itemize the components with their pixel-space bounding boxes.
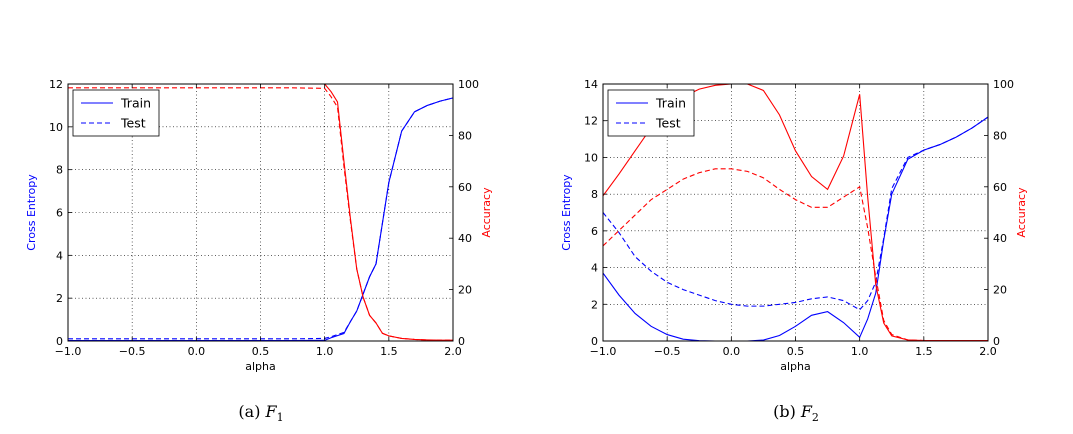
legend-label-test: Test [120,116,146,131]
y-left-tick-label: 6 [591,225,598,238]
y-right-axis-label: Accuracy [1015,187,1028,238]
x-tick-label: 0.5 [252,345,270,358]
y-left-tick-label: 4 [591,262,598,275]
accuracy-test-line [68,87,453,341]
x-axis-label: alpha [780,360,811,373]
y-left-tick-label: 12 [584,115,598,128]
y-left-tick-label: 4 [56,249,63,262]
y-right-tick-label: 100 [993,78,1014,91]
x-tick-label: 1.0 [316,345,334,358]
x-tick-label: −0.5 [654,345,681,358]
accuracy-test-line [603,168,988,341]
cross-entropy-test-line [68,97,453,340]
y-left-tick-label: 8 [591,188,598,201]
y-left-tick-label: 10 [49,121,63,134]
y-left-tick-label: 8 [56,164,63,177]
legend-label-test: Test [655,116,681,131]
x-tick-label: −0.5 [119,345,146,358]
caption-symbol: F [800,402,813,421]
panel-caption: (a) F1 [238,402,283,424]
y-right-tick-label: 20 [458,284,472,297]
y-right-axis-label: Accuracy [480,187,493,238]
caption-prefix: (a) [238,402,260,421]
legend: Train Test [607,89,695,137]
y-right-tick-label: 100 [458,78,479,91]
cross-entropy-train-line [603,116,988,341]
y-right-tick-label: 60 [993,181,1007,194]
x-tick-label: −1.0 [590,345,617,358]
y-right-tick-label: 80 [993,129,1007,142]
caption-symbol: F [264,402,277,421]
y-left-tick-label: 14 [584,78,598,91]
x-tick-label: 2.0 [444,345,462,358]
x-tick-label: 0.5 [787,345,805,358]
cross-entropy-test-line [603,116,988,311]
x-tick-label: 1.5 [380,345,398,358]
x-tick-label: 2.0 [979,345,997,358]
y-left-axis-label: Cross Entropy [560,174,573,251]
x-tick-label: 0.0 [723,345,741,358]
caption-subscript: 1 [277,411,284,424]
legend: Train Test [72,89,160,137]
y-right-tick-label: 20 [993,284,1007,297]
panel-caption: (b) F2 [773,402,819,424]
x-tick-label: 0.0 [188,345,206,358]
y-left-tick-label: 0 [56,335,63,348]
y-right-tick-label: 0 [458,335,465,348]
y-left-tick-label: 6 [56,207,63,220]
legend-label-train: Train [655,96,686,111]
y-left-tick-label: 2 [591,298,598,311]
y-right-tick-label: 0 [993,335,1000,348]
caption-subscript: 2 [812,411,819,424]
y-left-tick-label: 0 [591,335,598,348]
y-left-tick-label: 10 [584,151,598,164]
chart-panel-b: −1.0 −0.5 0.0 0.5 1.0 1.5 2.002468101214020406… [560,78,1028,424]
y-left-tick-label: 2 [56,292,63,305]
y-right-tick-label: 60 [458,181,472,194]
y-right-tick-label: 80 [458,129,472,142]
y-left-axis-label: Cross Entropy [25,174,38,251]
chart-panel-a: −1.0 −0.5 0.0 0.5 1.0 1.5 2.002468101202040608… [25,78,493,424]
y-right-tick-label: 40 [993,232,1007,245]
x-tick-label: 1.0 [851,345,869,358]
legend-label-train: Train [120,96,151,111]
legend-box [72,89,160,137]
caption-prefix: (b) [773,402,796,421]
y-right-tick-label: 40 [458,232,472,245]
y-left-tick-label: 12 [49,78,63,91]
x-axis-label: alpha [245,360,276,373]
legend-box [607,89,695,137]
x-tick-label: 1.5 [915,345,933,358]
x-tick-label: −1.0 [55,345,82,358]
